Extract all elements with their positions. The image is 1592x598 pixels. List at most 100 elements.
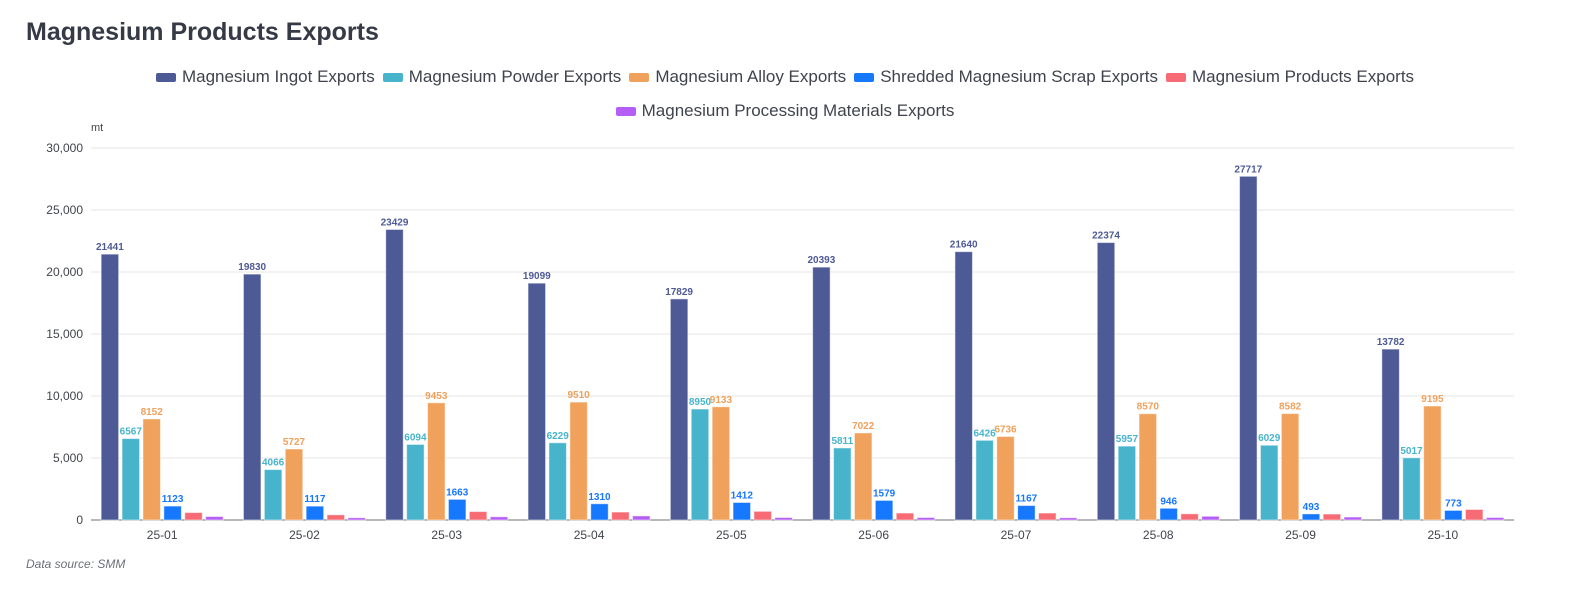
bar: [833, 447, 852, 521]
bar-data-label: 8950: [689, 397, 712, 408]
bar: [548, 442, 567, 521]
bar-data-label: 1412: [731, 490, 754, 501]
bar: [305, 505, 325, 521]
bar-data-label: 9453: [425, 391, 448, 402]
bar: [812, 266, 831, 521]
bar-data-label: 6567: [120, 427, 143, 438]
legend-swatch-icon: [854, 72, 875, 82]
x-tick-label: 25-10: [1427, 528, 1458, 542]
bar-data-label: 20393: [807, 255, 835, 266]
legend-item[interactable]: Shredded Magnesium Scrap Exports: [854, 67, 1158, 87]
bar-data-label: 6029: [1258, 433, 1281, 444]
x-tick-label: 25-08: [1143, 528, 1174, 542]
bar: [284, 448, 304, 521]
bar: [406, 443, 425, 521]
bar: [895, 512, 915, 521]
bar-data-label: 5017: [1400, 446, 1423, 457]
bar: [1444, 509, 1463, 521]
bar: [996, 435, 1015, 521]
bar: [1038, 512, 1057, 521]
x-tick-label: 25-01: [147, 528, 178, 542]
bar: [489, 516, 509, 521]
bar: [1201, 515, 1220, 521]
bar: [1159, 507, 1178, 521]
bar: [590, 503, 609, 521]
bar-data-label: 1123: [162, 494, 184, 505]
bar: [669, 298, 689, 521]
bar: [1280, 413, 1300, 521]
bar: [427, 402, 446, 521]
bar: [711, 406, 731, 521]
bar-data-label: 13782: [1377, 337, 1405, 348]
legend-label: Magnesium Products Exports: [1192, 67, 1415, 86]
legend-label: Shredded Magnesium Scrap Exports: [880, 67, 1158, 86]
bar-data-label: 5957: [1116, 434, 1139, 445]
chart-legend: Magnesium Ingot Exports Magnesium Powder …: [100, 60, 1470, 128]
bar-data-label: 5727: [283, 437, 306, 448]
legend-item[interactable]: Magnesium Products Exports: [1166, 67, 1414, 87]
legend-item[interactable]: Magnesium Ingot Exports: [155, 67, 375, 87]
bar: [1423, 405, 1442, 521]
bar: [1464, 508, 1484, 521]
legend-item[interactable]: Magnesium Alloy Exports: [629, 67, 846, 87]
bar: [142, 418, 161, 521]
bar: [1058, 517, 1078, 521]
bar: [1180, 513, 1199, 521]
bar: [263, 469, 283, 521]
bar: [853, 432, 873, 521]
bar-data-label: 19099: [523, 271, 551, 282]
bar-data-label: 7022: [852, 421, 875, 432]
bar-data-label: 17829: [665, 287, 693, 298]
legend-label: Magnesium Ingot Exports: [181, 67, 375, 86]
bar: [468, 511, 488, 521]
bar: [326, 514, 346, 521]
bar-data-label: 4066: [262, 458, 285, 469]
legend-swatch-icon: [382, 72, 403, 82]
legend-label: Magnesium Processing Materials Exports: [641, 101, 955, 120]
legend-row: Magnesium Ingot Exports Magnesium Powder …: [100, 60, 1470, 94]
bar: [1402, 457, 1421, 521]
bar-data-label: 1167: [1016, 494, 1038, 505]
y-tick-label: 0: [76, 513, 83, 527]
bar: [1343, 516, 1363, 521]
bar: [975, 439, 994, 521]
bar: [632, 515, 651, 521]
bar-data-label: 19830: [238, 262, 266, 273]
x-tick-label: 25-03: [431, 528, 462, 542]
bar-data-label: 8582: [1279, 402, 1302, 413]
bar-data-label: 6426: [973, 428, 996, 439]
bar-data-label: 6229: [547, 431, 570, 442]
bar-data-label: 21441: [96, 242, 124, 253]
bar-data-label: 1663: [446, 487, 469, 498]
bar-data-label: 1579: [873, 488, 896, 499]
legend-swatch-icon: [1166, 72, 1186, 82]
bar-data-label: 5811: [831, 436, 853, 447]
y-tick-label: 20,000: [46, 265, 83, 279]
x-tick-label: 25-02: [289, 528, 320, 542]
bar-data-label: 8152: [141, 407, 164, 418]
bar: [1239, 175, 1258, 521]
legend-item[interactable]: Magnesium Processing Materials Exports: [615, 101, 955, 121]
bar: [385, 228, 404, 521]
y-tick-label: 5,000: [53, 451, 83, 465]
legend-item[interactable]: Magnesium Powder Exports: [382, 67, 621, 87]
bar: [1485, 517, 1505, 521]
bar: [1117, 445, 1137, 521]
bar: [1322, 513, 1342, 521]
bar: [242, 273, 262, 521]
bar-data-label: 1310: [588, 492, 611, 503]
data-source-note: Data source: SMM: [26, 557, 126, 571]
bar-data-label: 22374: [1092, 231, 1120, 242]
bar: [447, 498, 467, 521]
bar: [184, 512, 203, 521]
bar-data-label: 9195: [1421, 394, 1444, 405]
y-axis-unit: mt: [91, 122, 104, 134]
bar: [690, 408, 710, 521]
legend-row: Magnesium Processing Materials Exports: [100, 94, 1470, 128]
bar-data-label: 6094: [404, 432, 427, 443]
bar-data-label: 23429: [381, 217, 409, 228]
bar: [1381, 348, 1400, 521]
x-tick-label: 25-09: [1285, 528, 1316, 542]
x-tick-label: 25-05: [716, 528, 747, 542]
bar: [527, 282, 547, 521]
